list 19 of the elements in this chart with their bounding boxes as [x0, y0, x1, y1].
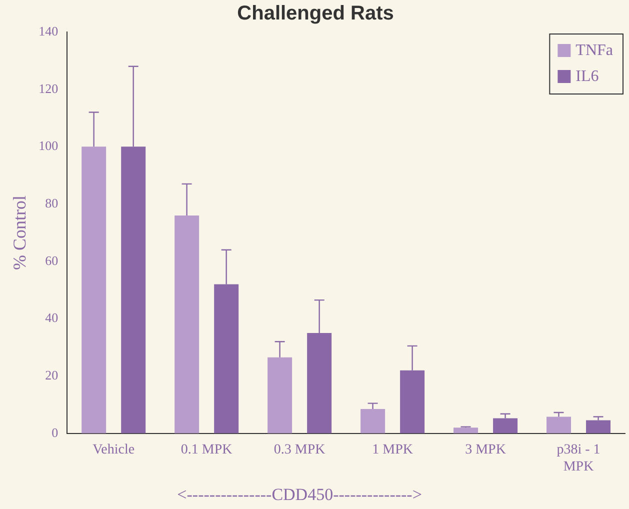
- x-tick-label: 0.1 MPK: [180, 442, 232, 458]
- x-tick-label: 0.3 MPK: [274, 442, 326, 458]
- chart-title: Challenged Rats: [237, 2, 394, 25]
- y-tick-label: 80: [45, 195, 58, 210]
- x-tick-label: Vehicle: [92, 442, 135, 458]
- text: <---------------CDD450-------------->: [177, 485, 422, 504]
- y-axis-title: % Control: [10, 195, 30, 270]
- y-tick-label: 100: [38, 138, 58, 154]
- y-tick-label: 120: [38, 80, 58, 96]
- legend-label: IL6: [576, 68, 599, 86]
- x-tick-label: 1 MPK: [372, 442, 413, 458]
- y-tick-label: 0: [52, 424, 58, 440]
- y-tick-label: 40: [45, 310, 58, 326]
- y-tick-label: 140: [38, 23, 58, 38]
- x-tick-label: p38i - 1 MPK: [556, 442, 600, 474]
- y-tick-label: 20: [45, 367, 58, 382]
- y-tick-label: 60: [45, 252, 58, 268]
- x-tick-label: 3 MPK: [465, 442, 506, 458]
- legend-label: TNFa: [576, 42, 613, 60]
